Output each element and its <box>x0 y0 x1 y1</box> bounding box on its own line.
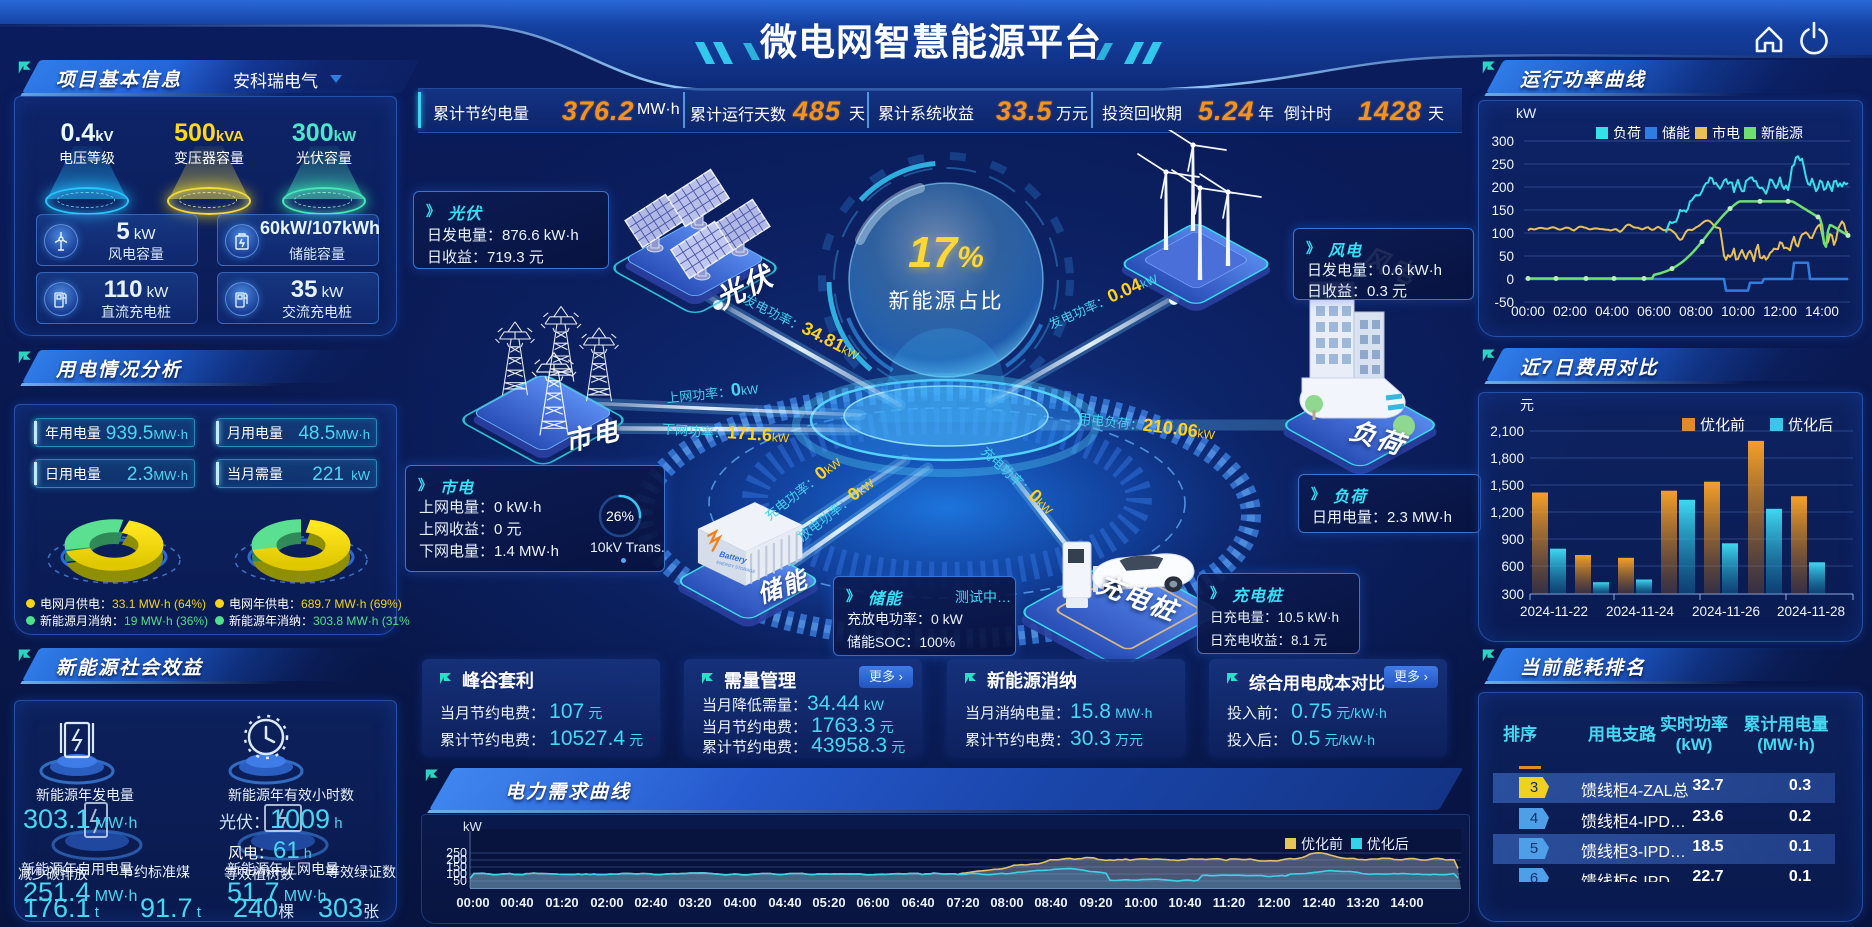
svg-text:-50: -50 <box>1494 295 1514 310</box>
svg-text:300: 300 <box>1491 134 1514 149</box>
svg-text:优化后: 优化后 <box>1788 417 1833 434</box>
svg-text:150: 150 <box>1491 203 1514 218</box>
svg-text:12:00: 12:00 <box>1257 895 1290 910</box>
svg-text:10:40: 10:40 <box>1168 895 1201 910</box>
svg-text:12:00: 12:00 <box>1763 304 1797 319</box>
svg-text:10:00: 10:00 <box>1721 304 1755 319</box>
svg-text:0: 0 <box>1506 272 1514 287</box>
svg-text:00:00: 00:00 <box>1511 304 1545 319</box>
svg-text:14:00: 14:00 <box>1805 304 1839 319</box>
svg-text:50: 50 <box>1499 249 1514 264</box>
svg-text:08:00: 08:00 <box>1679 304 1713 319</box>
svg-text:负荷: 负荷 <box>1613 125 1641 141</box>
svg-text:kW: kW <box>463 819 483 834</box>
svg-text:元: 元 <box>1520 397 1534 413</box>
svg-text:1,500: 1,500 <box>1490 478 1524 493</box>
svg-text:150: 150 <box>446 860 467 874</box>
svg-text:00:00: 00:00 <box>456 895 489 910</box>
svg-text:100: 100 <box>1491 226 1514 241</box>
svg-text:250: 250 <box>1491 157 1514 172</box>
svg-text:200: 200 <box>1491 180 1514 195</box>
svg-text:600: 600 <box>1501 559 1524 574</box>
svg-text:03:20: 03:20 <box>678 895 711 910</box>
svg-text:08:00: 08:00 <box>990 895 1023 910</box>
svg-text:26%: 26% <box>606 508 634 524</box>
svg-text:02:40: 02:40 <box>634 895 667 910</box>
svg-text:300: 300 <box>1501 587 1524 602</box>
svg-text:11:20: 11:20 <box>1213 895 1246 910</box>
svg-text:08:40: 08:40 <box>1034 895 1067 910</box>
svg-text:2024-11-28: 2024-11-28 <box>1777 604 1845 619</box>
svg-text:250: 250 <box>446 846 467 860</box>
svg-text:09:20: 09:20 <box>1079 895 1112 910</box>
svg-text:1,800: 1,800 <box>1490 451 1524 466</box>
svg-text:2024-11-26: 2024-11-26 <box>1692 604 1760 619</box>
svg-text:2024-11-24: 2024-11-24 <box>1606 604 1675 619</box>
svg-text:06:00: 06:00 <box>856 895 889 910</box>
svg-text:微电网智慧能源平台: 微电网智慧能源平台 <box>759 22 1102 63</box>
svg-text:2,100: 2,100 <box>1490 424 1524 439</box>
svg-text:02:00: 02:00 <box>1553 304 1587 319</box>
svg-text:优化前: 优化前 <box>1700 417 1745 434</box>
svg-text:00:40: 00:40 <box>500 895 533 910</box>
svg-text:05:20: 05:20 <box>812 895 845 910</box>
svg-text:07:20: 07:20 <box>946 895 979 910</box>
svg-text:10:00: 10:00 <box>1124 895 1157 910</box>
svg-text:kW: kW <box>1516 105 1537 121</box>
svg-text:100: 100 <box>446 867 467 881</box>
svg-text:14:00: 14:00 <box>1390 895 1423 910</box>
svg-text:13:20: 13:20 <box>1346 895 1379 910</box>
svg-text:2024-11-22: 2024-11-22 <box>1520 604 1588 619</box>
svg-text:1,200: 1,200 <box>1490 505 1524 520</box>
svg-text:12:40: 12:40 <box>1302 895 1335 910</box>
svg-text:900: 900 <box>1501 532 1524 547</box>
svg-text:50: 50 <box>453 874 467 888</box>
svg-text:06:40: 06:40 <box>901 895 934 910</box>
svg-text:01:20: 01:20 <box>545 895 578 910</box>
svg-text:04:00: 04:00 <box>1595 304 1629 319</box>
svg-text:市电: 市电 <box>1712 125 1740 141</box>
svg-text:04:00: 04:00 <box>723 895 756 910</box>
svg-text:04:40: 04:40 <box>768 895 801 910</box>
svg-text:02:00: 02:00 <box>590 895 623 910</box>
svg-text:新能源: 新能源 <box>1761 125 1803 141</box>
svg-text:06:00: 06:00 <box>1637 304 1671 319</box>
svg-text:200: 200 <box>446 853 467 867</box>
svg-text:储能: 储能 <box>1662 125 1690 141</box>
